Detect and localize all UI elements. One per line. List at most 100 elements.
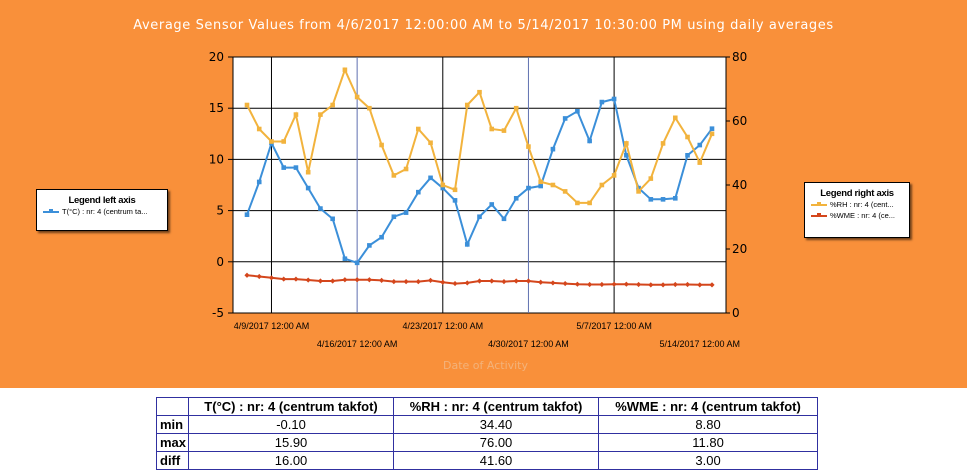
data-point <box>391 173 397 178</box>
data-point <box>428 175 433 181</box>
data-point <box>354 260 360 266</box>
table-cell: 15.90 <box>188 433 395 452</box>
table-cell: 76.00 <box>393 433 600 452</box>
legend-item: %RH : nr: 4 (cent... <box>805 199 909 210</box>
line-marker-icon <box>811 201 827 208</box>
table-row: diff 16.00 41.60 3.00 <box>155 451 819 470</box>
data-point <box>440 279 446 285</box>
data-point <box>452 187 458 193</box>
data-point <box>611 281 617 287</box>
data-point <box>525 278 532 284</box>
data-point <box>574 281 580 287</box>
data-point <box>403 210 409 215</box>
data-point <box>464 102 470 108</box>
y-left-tick-label: 20 <box>209 50 224 64</box>
data-point <box>624 141 629 146</box>
legend-item-label: T(°C) : nr: 4 (centrum ta... <box>62 207 148 216</box>
data-point <box>489 126 495 132</box>
data-point <box>635 281 642 288</box>
table-cell: 11.80 <box>598 433 819 452</box>
data-point <box>427 277 434 283</box>
data-point <box>697 160 703 165</box>
data-point <box>379 142 384 148</box>
data-point <box>354 94 360 100</box>
data-point <box>513 105 519 111</box>
data-point <box>244 102 250 108</box>
data-point <box>330 278 336 284</box>
data-point <box>476 278 483 284</box>
y-right-tick-label: 20 <box>732 242 747 256</box>
stats-table: T(°C) : nr: 4 (centrum takfot) %RH : nr:… <box>155 397 819 470</box>
chart-panel: Average Sensor Values from 4/6/2017 12:0… <box>0 0 967 388</box>
y-left-tick-label: -5 <box>212 306 224 320</box>
data-point <box>587 281 593 288</box>
data-point <box>709 282 715 288</box>
data-point <box>526 185 531 191</box>
data-point <box>379 234 384 240</box>
data-point <box>428 140 433 146</box>
data-point <box>660 282 666 288</box>
table-row: min -0.10 34.40 8.80 <box>155 415 819 434</box>
data-point <box>501 216 507 222</box>
data-point <box>330 102 335 108</box>
table-corner-cell <box>155 397 190 416</box>
data-point <box>244 272 250 278</box>
data-point <box>281 139 287 144</box>
data-point <box>452 280 458 287</box>
data-point <box>477 89 482 95</box>
legend-item-label: %RH : nr: 4 (cent... <box>830 200 894 209</box>
data-point <box>452 198 458 203</box>
column-header: T(°C) : nr: 4 (centrum takfot) <box>188 397 395 416</box>
data-point <box>440 182 446 188</box>
x-tick-label: 5/14/2017 12:00 AM <box>659 339 740 349</box>
table-cell: 34.40 <box>393 415 600 434</box>
y-right-tick-label: 0 <box>732 306 740 320</box>
column-header: %WME : nr: 4 (centrum takfot) <box>598 397 819 416</box>
data-point <box>477 214 482 220</box>
data-point <box>513 278 519 284</box>
data-point <box>587 138 592 144</box>
data-point <box>269 139 274 144</box>
data-point <box>342 67 348 73</box>
x-tick-label: 4/23/2017 12:00 AM <box>403 321 484 331</box>
line-marker-icon <box>43 208 59 215</box>
data-point <box>562 280 568 287</box>
data-point <box>623 281 629 287</box>
y-left-tick-label: 15 <box>209 101 224 115</box>
data-point <box>256 273 262 280</box>
data-point <box>501 279 507 285</box>
data-point <box>293 276 299 282</box>
data-point <box>391 214 397 220</box>
data-point <box>648 282 654 288</box>
table-cell: -0.10 <box>188 415 395 434</box>
data-point <box>624 153 629 158</box>
x-tick-label: 4/30/2017 12:00 AM <box>488 339 569 349</box>
data-point <box>550 146 556 152</box>
data-point <box>318 112 323 117</box>
data-point <box>562 189 568 194</box>
legend-right-title: Legend right axis <box>820 188 894 199</box>
data-point <box>379 277 385 283</box>
data-point <box>660 141 666 146</box>
table-row: max 15.90 76.00 11.80 <box>155 433 819 452</box>
y-right-tick-label: 80 <box>732 50 747 64</box>
data-point <box>697 282 703 288</box>
data-point <box>403 279 409 285</box>
table-cell: 41.60 <box>393 451 600 470</box>
data-point <box>660 197 666 202</box>
table-header-row: T(°C) : nr: 4 (centrum takfot) %RH : nr:… <box>155 397 819 416</box>
data-point <box>575 108 580 114</box>
row-label: max <box>155 433 190 452</box>
data-point <box>648 197 654 202</box>
data-point <box>599 99 605 105</box>
data-point <box>415 279 421 285</box>
data-point <box>599 281 605 288</box>
table-cell: 3.00 <box>598 451 819 470</box>
data-point <box>672 115 678 121</box>
row-label: min <box>155 415 190 434</box>
row-label: diff <box>155 451 190 470</box>
data-point <box>330 216 335 222</box>
table-cell: 8.80 <box>598 415 819 434</box>
data-point <box>318 206 323 211</box>
line-marker-icon <box>811 212 827 219</box>
